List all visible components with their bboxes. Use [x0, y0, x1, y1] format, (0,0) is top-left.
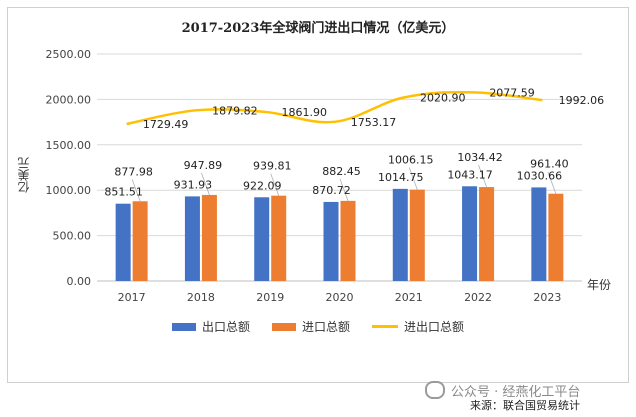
data-label-export: 1030.66: [517, 169, 563, 182]
leader-line: [547, 171, 557, 194]
legend-item-export: 出口总额: [171, 318, 250, 335]
bar-import: [479, 187, 495, 281]
line-total: [126, 90, 543, 126]
y-tick-label: 2000.00: [46, 93, 92, 106]
source-note: 来源：联合国贸易统计: [470, 399, 580, 412]
bar-import: [271, 195, 287, 281]
bar-export: [115, 203, 131, 281]
bar-export: [323, 201, 339, 281]
data-label-import: 877.98: [114, 165, 153, 178]
y-tick-label: 0.00: [67, 275, 92, 288]
data-label-import: 947.89: [184, 159, 223, 172]
bar-import: [201, 194, 217, 281]
leader-line: [270, 173, 280, 196]
data-label-export: 931.93: [174, 178, 213, 191]
leader-line: [201, 172, 210, 196]
data-label-total: 1879.82: [212, 104, 258, 117]
data-label-export: 870.72: [312, 184, 351, 197]
data-label-total: 1753.17: [351, 116, 397, 129]
y-tick-label: 1000.00: [46, 184, 92, 197]
data-label-total: 2020.90: [420, 92, 466, 105]
legend-label-import: 进口总额: [301, 320, 350, 334]
leader-line: [131, 179, 141, 202]
leader-line: [339, 178, 349, 202]
data-label-import: 882.45: [322, 165, 361, 178]
x-tick-label: 2023: [533, 291, 561, 304]
legend-label-total: 进出口总额: [404, 320, 465, 334]
bar-import: [132, 201, 148, 281]
x-tick-label: 2020: [326, 291, 354, 304]
data-label-import: 939.81: [253, 160, 292, 173]
data-label-export: 851.51: [104, 186, 143, 199]
bar-import: [409, 189, 425, 281]
data-label-export: 1043.17: [447, 168, 493, 181]
x-tick-label: 2018: [187, 291, 215, 304]
legend-swatch-total: [372, 325, 398, 328]
data-label-total: 2077.59: [489, 86, 535, 99]
x-tick-label: 2022: [464, 291, 492, 304]
legend-item-total: 进出口总额: [372, 318, 464, 335]
bar-import: [340, 200, 356, 281]
bar-export: [531, 187, 547, 281]
y-tick-label: 2500.00: [46, 48, 92, 61]
bar-export: [392, 188, 408, 281]
watermark-text: 公众号 · 经燕化工平台: [451, 385, 581, 400]
bar-import: [548, 193, 564, 281]
bar-export: [462, 186, 478, 281]
bar-export: [254, 197, 270, 281]
data-label-total: 1729.49: [143, 118, 189, 131]
legend-swatch-export: [171, 322, 196, 331]
chart-title: 2017-2023年全球阀门进出口情况（亿美元）: [181, 21, 455, 36]
data-label-export: 1014.75: [378, 171, 424, 184]
legend: 出口总额 进口总额 进出口总额: [0, 318, 636, 335]
data-label-export: 922.09: [243, 179, 282, 192]
data-label-import: 1034.42: [457, 151, 503, 164]
wechat-icon: [425, 381, 445, 399]
x-tick-label: 2019: [256, 291, 284, 304]
chart-frame: [7, 7, 629, 383]
data-label-import: 1006.15: [388, 154, 434, 167]
leader-line: [408, 167, 418, 190]
watermark: 公众号 · 经燕化工平台: [425, 381, 580, 400]
legend-label-export: 出口总额: [201, 320, 250, 334]
y-tick-label: 500.00: [53, 230, 92, 243]
x-axis-unit: 年份: [587, 278, 612, 292]
data-label-total: 1861.90: [281, 106, 327, 119]
data-label-import: 961.40: [530, 158, 569, 171]
x-tick-label: 2021: [395, 291, 423, 304]
leader-line: [478, 164, 487, 188]
x-tick-label: 2017: [118, 291, 146, 304]
data-label-total: 1992.06: [559, 94, 605, 107]
legend-item-import: 进口总额: [271, 318, 350, 335]
bar-export: [184, 196, 200, 281]
legend-swatch-import: [271, 322, 296, 331]
y-tick-label: 1500.00: [46, 139, 92, 152]
